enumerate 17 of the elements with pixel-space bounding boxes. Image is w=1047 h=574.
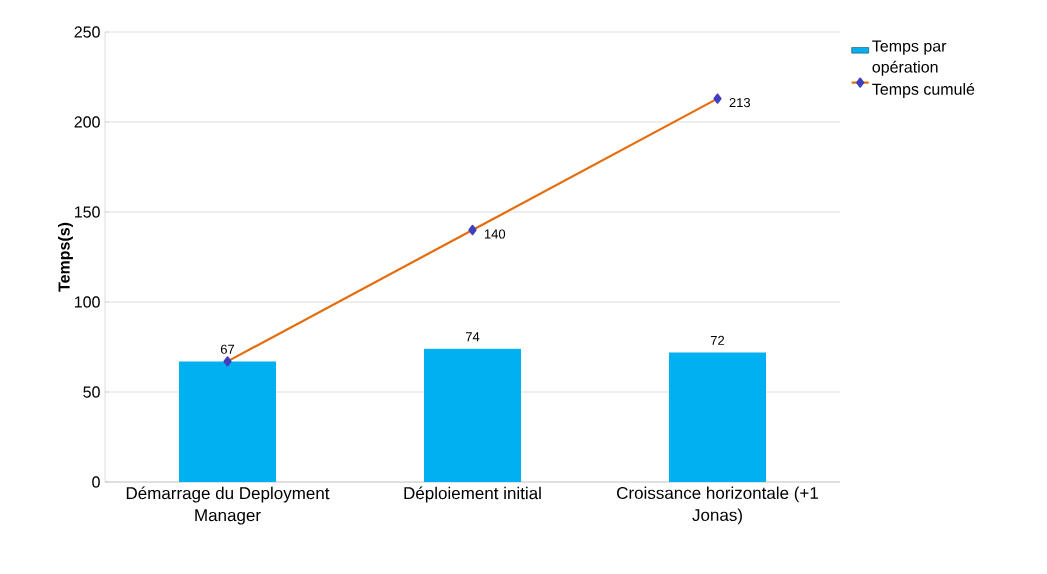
x-tick-label: Déploiement initial [404, 486, 541, 503]
data-label: 67 [220, 344, 235, 354]
data-label: 213 [729, 98, 751, 108]
x-tick-label: Croissance horizontale (+1 Jonas) [617, 486, 818, 525]
y-tick-label: 50 [83, 386, 100, 398]
data-label: 72 [710, 335, 725, 345]
data-label: 140 [484, 229, 506, 239]
y-tick-label: 100 [75, 296, 100, 308]
y-tick-label: 250 [74, 26, 100, 38]
y-tick-label: 0 [92, 476, 100, 488]
y-tick-label: 200 [74, 116, 100, 128]
legend-label: Temps par opération [872, 40, 947, 76]
y-axis-title: Temps(s) [58, 222, 73, 292]
y-tick-label: 150 [75, 206, 100, 218]
data-label: 74 [465, 332, 480, 342]
x-tick-label: Démarrage du Deployment Manager [126, 486, 330, 525]
legend-label: Temps cumulé [872, 82, 975, 99]
